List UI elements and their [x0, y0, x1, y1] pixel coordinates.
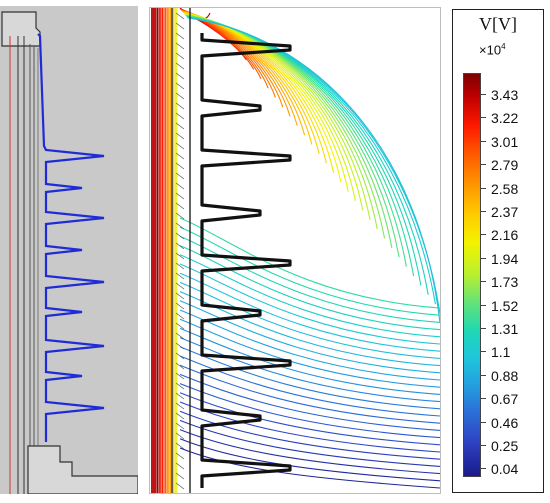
colorbar-scale: ×104 — [479, 42, 506, 58]
colorbar-tick — [481, 257, 486, 259]
equipotential-line — [183, 12, 327, 164]
colorbar-label: 0.67 — [491, 391, 519, 408]
colorbar-tick — [481, 468, 486, 470]
colorbar-tick — [481, 304, 486, 306]
colorbar-tick — [481, 421, 486, 423]
colorbar-tick — [481, 328, 486, 329]
colorbar-label: 1.94 — [491, 250, 519, 267]
equipotential-line — [179, 392, 440, 446]
equipotential-line — [179, 429, 440, 475]
colorbar-gradient — [463, 73, 481, 477]
equipotential-line — [187, 17, 440, 324]
colorbar: V[V] ×104 3.43 3.22 3.01 2.79 2.58 2.37 2.16 1.… — [452, 9, 544, 493]
potential-plot — [149, 7, 441, 494]
insulator-sheds — [200, 33, 292, 488]
equipotential-line — [179, 373, 440, 431]
equipotential-line — [179, 235, 440, 323]
equipotential-line — [179, 337, 440, 403]
colorbar-tick — [481, 187, 486, 189]
equipotential-line — [179, 401, 440, 453]
equipotential-line — [179, 300, 440, 374]
equipotential-line — [187, 16, 436, 305]
equipotential-line — [179, 281, 440, 359]
colorbar-label: 1.73 — [491, 274, 519, 291]
colorbar-tick — [481, 281, 486, 283]
equipotential-line — [182, 10, 291, 117]
equipotential-line — [179, 291, 440, 367]
equipotential-line — [179, 383, 440, 439]
equipotential-line — [179, 254, 440, 338]
conductor — [151, 8, 156, 493]
colorbar-label: 0.04 — [491, 461, 519, 478]
equipotential-line — [179, 346, 440, 410]
equipotential-line — [179, 309, 440, 381]
equipotential-line — [179, 226, 440, 316]
colorbar-label: 3.22 — [491, 110, 519, 127]
colorbar-label: 2.79 — [491, 157, 519, 174]
colorbar-tick — [481, 94, 486, 95]
equipotential-line — [179, 272, 440, 352]
geometry-panel — [0, 6, 138, 494]
colorbar-label: 2.37 — [491, 204, 519, 220]
colorbar-tick — [481, 374, 486, 376]
equipotential-line — [179, 410, 440, 460]
colorbar-label: 3.01 — [491, 133, 519, 150]
colorbar-label: 0.88 — [491, 367, 519, 384]
colorbar-tick — [481, 351, 486, 353]
colorbar-label: 0.46 — [491, 414, 519, 431]
equipotential-line — [187, 16, 429, 295]
equipotential-line — [179, 364, 440, 424]
colorbar-tick — [481, 140, 486, 142]
equipotential-line — [179, 355, 440, 417]
colorbar-label: 2.58 — [491, 180, 519, 197]
bottom-fitting — [27, 445, 138, 494]
top-fitting — [1, 11, 41, 47]
colorbar-label: 1.31 — [491, 321, 519, 337]
insulator-profile — [37, 33, 105, 442]
equipotential-line — [179, 419, 440, 467]
equipotential-line — [179, 245, 440, 331]
colorbar-tick — [481, 398, 486, 400]
colorbar-label: 3.43 — [491, 87, 519, 103]
colorbar-tick — [481, 164, 486, 166]
equipotential-line — [184, 12, 342, 183]
equipotential-line — [179, 217, 440, 309]
colorbar-tick — [481, 445, 486, 446]
equipotential-line — [179, 318, 440, 388]
colorbar-label: 1.52 — [491, 297, 519, 314]
colorbar-tick — [481, 234, 486, 236]
colorbar-label: 1.1 — [491, 344, 511, 361]
equipotential-line — [179, 263, 440, 345]
colorbar-label: 0.25 — [491, 438, 519, 454]
colorbar-tick — [481, 211, 486, 212]
colorbar-title: V[V] — [479, 14, 517, 34]
colorbar-tick — [481, 117, 486, 119]
colorbar-label: 2.16 — [491, 227, 519, 244]
